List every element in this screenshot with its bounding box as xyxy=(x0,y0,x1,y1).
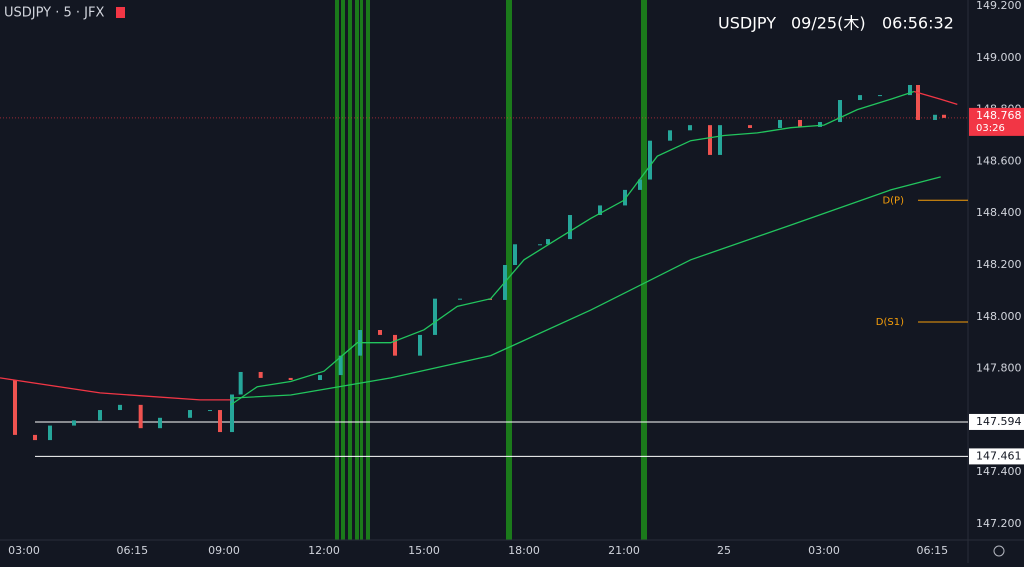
candle xyxy=(138,404,143,429)
time: 06:56:32 xyxy=(882,14,954,33)
candle xyxy=(778,119,782,128)
y-tick-label: 148.400 xyxy=(976,206,1022,219)
candle xyxy=(288,377,293,380)
ma-line xyxy=(0,377,231,401)
candle xyxy=(688,125,692,131)
candle xyxy=(513,244,517,265)
x-tick-label: 06:15 xyxy=(116,544,148,557)
countdown: 03:26 xyxy=(976,123,1005,134)
candle xyxy=(878,95,882,97)
x-tick-label: 18:00 xyxy=(508,544,540,557)
candle xyxy=(188,410,192,418)
candle xyxy=(933,114,937,120)
candle xyxy=(418,334,422,356)
level-tag xyxy=(969,448,1024,465)
candle xyxy=(48,425,52,441)
candle xyxy=(538,244,542,246)
candle xyxy=(98,410,102,421)
candle xyxy=(942,114,946,118)
pivot-label: D(P) xyxy=(882,195,904,206)
candle xyxy=(598,205,602,216)
candle xyxy=(458,298,462,300)
candle xyxy=(708,125,712,155)
y-tick-label: 147.200 xyxy=(976,517,1022,530)
y-tick-label: 149.000 xyxy=(976,51,1022,64)
candle xyxy=(158,417,162,429)
candle xyxy=(838,100,842,123)
candle xyxy=(318,375,322,380)
y-tick-label: 147.400 xyxy=(976,465,1022,478)
candle xyxy=(638,179,642,190)
candle xyxy=(798,119,802,127)
candle xyxy=(208,410,212,412)
candle xyxy=(748,125,752,128)
last-price-tag xyxy=(969,107,1024,136)
candle xyxy=(648,140,652,180)
candle xyxy=(230,394,234,433)
x-tick-label: 09:00 xyxy=(208,544,240,557)
date: 09/25(木) xyxy=(791,14,866,33)
pair: USDJPY xyxy=(718,14,776,33)
symbol: USDJPY · 5 · JFX xyxy=(4,6,104,21)
candle xyxy=(393,334,397,356)
candle xyxy=(258,371,263,378)
candle xyxy=(433,298,437,335)
candle xyxy=(568,215,572,240)
pivot-label: D(S1) xyxy=(876,317,904,328)
flag-icon[interactable] xyxy=(116,7,125,18)
candle xyxy=(546,239,550,245)
candle xyxy=(218,410,222,433)
candle xyxy=(338,355,343,376)
y-tick-label: 148.600 xyxy=(976,154,1022,167)
y-tick-label: 148.000 xyxy=(976,310,1022,323)
candle xyxy=(818,122,822,127)
settings-icon[interactable] xyxy=(993,545,1005,557)
x-tick-label: 03:00 xyxy=(8,544,40,557)
candle xyxy=(33,434,37,441)
candle xyxy=(908,84,912,96)
x-tick-label: 06:15 xyxy=(916,544,948,557)
x-tick-label: 03:00 xyxy=(808,544,840,557)
candle xyxy=(72,420,76,426)
candle xyxy=(623,189,627,206)
level-tag xyxy=(969,413,1024,430)
candle xyxy=(718,125,722,155)
candle xyxy=(118,404,122,411)
session-bands xyxy=(335,0,647,540)
ma-line xyxy=(230,176,941,399)
candle xyxy=(858,95,862,101)
candle xyxy=(13,379,17,435)
y-tick-label: 149.200 xyxy=(976,0,1022,12)
candle xyxy=(916,84,920,120)
y-tick-label: 148.200 xyxy=(976,258,1022,271)
level-label: 147.594 xyxy=(976,415,1022,428)
x-tick-label: 15:00 xyxy=(408,544,440,557)
ma-line xyxy=(913,90,958,106)
level-label: 147.461 xyxy=(976,449,1022,462)
y-tick-label: 147.800 xyxy=(976,362,1022,375)
x-tick-label: 21:00 xyxy=(608,544,640,557)
x-tick-label: 12:00 xyxy=(308,544,340,557)
candle xyxy=(668,130,672,141)
candle xyxy=(378,330,382,335)
last-price-label: 148.768 xyxy=(976,109,1022,122)
ma-line xyxy=(230,90,915,406)
candle xyxy=(238,371,243,395)
x-tick-label: 25 xyxy=(717,544,731,557)
